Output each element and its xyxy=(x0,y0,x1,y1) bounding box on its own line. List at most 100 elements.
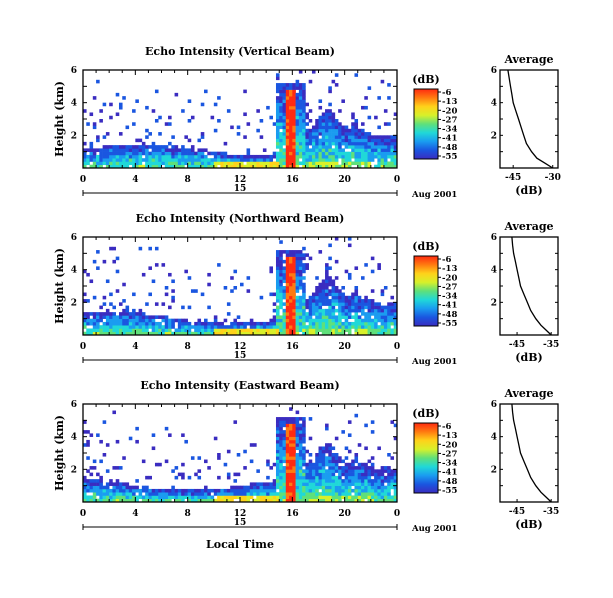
heat-cell xyxy=(86,312,90,316)
heat-cell xyxy=(118,158,123,162)
heat-cell xyxy=(351,122,355,126)
heat-cell xyxy=(168,141,172,146)
heat-cell xyxy=(367,138,372,143)
heat-cell xyxy=(256,109,260,113)
heat-cell xyxy=(122,148,126,152)
heat-cell xyxy=(298,305,303,310)
heat-cell xyxy=(318,132,323,136)
heat-cell xyxy=(279,253,283,257)
heat-cell xyxy=(194,158,198,162)
heat-cell xyxy=(315,305,319,310)
heat-cell xyxy=(282,469,287,473)
heat-cell xyxy=(223,158,228,162)
heat-cell xyxy=(115,148,120,152)
heat-cell xyxy=(334,286,339,290)
heat-cell xyxy=(164,292,169,297)
heat-cell xyxy=(158,331,162,336)
heat-cell xyxy=(118,482,123,486)
heat-cell xyxy=(325,269,329,274)
heat-cell xyxy=(200,132,205,136)
heat-cell xyxy=(361,138,365,143)
heat-cell xyxy=(266,158,270,162)
heat-cell xyxy=(177,325,182,329)
heat-cell xyxy=(292,423,296,428)
heat-cell xyxy=(83,141,87,146)
heat-cell xyxy=(161,325,166,329)
heat-cell xyxy=(289,439,293,444)
heat-cell xyxy=(207,151,211,156)
heat-cell xyxy=(338,485,342,490)
heat-cell xyxy=(383,145,388,149)
heat-cell xyxy=(302,436,306,441)
heat-cell xyxy=(275,331,280,336)
heat-cell xyxy=(354,488,359,493)
heat-cell xyxy=(328,459,332,464)
heat-cell xyxy=(109,325,113,329)
heat-cell xyxy=(321,141,326,146)
average-title: Average xyxy=(503,387,553,400)
heat-cell xyxy=(289,272,293,277)
heat-cell xyxy=(282,439,287,444)
heat-cell xyxy=(148,266,152,270)
average-x-tick-label: -45 xyxy=(509,507,525,517)
heat-cell xyxy=(253,331,257,336)
heat-cell xyxy=(357,135,362,139)
heat-cell xyxy=(125,331,130,336)
heat-cell xyxy=(102,259,107,264)
heat-cell xyxy=(138,164,143,169)
heat-cell xyxy=(364,331,368,336)
heat-cell xyxy=(321,151,326,156)
heat-cell xyxy=(275,279,280,284)
heat-cell xyxy=(200,102,205,107)
heat-cell xyxy=(390,485,395,490)
heat-cell xyxy=(302,420,306,424)
heat-cell xyxy=(354,132,359,136)
heat-cell xyxy=(115,256,120,261)
heat-cell xyxy=(161,492,166,496)
heat-cell xyxy=(292,102,296,107)
heat-cell xyxy=(347,237,352,241)
heat-cell xyxy=(334,125,339,130)
heat-cell xyxy=(298,250,303,254)
heat-cell xyxy=(279,498,283,503)
heat-cell xyxy=(347,308,352,313)
heat-cell xyxy=(367,469,372,473)
heat-cell xyxy=(390,158,395,162)
heat-cell xyxy=(361,132,365,136)
y-tick-label: 2 xyxy=(71,131,77,141)
y-tick-label: 4 xyxy=(71,266,77,276)
heat-cell xyxy=(367,302,372,306)
heat-cell xyxy=(295,141,300,146)
heat-cell xyxy=(318,282,323,287)
heat-cell xyxy=(122,488,126,493)
heat-cell xyxy=(302,83,306,87)
heat-cell xyxy=(112,498,117,503)
heat-cell xyxy=(105,488,110,493)
heat-cell xyxy=(181,498,185,503)
heat-cell xyxy=(184,318,188,323)
heat-cell xyxy=(135,318,139,323)
heat-cell xyxy=(135,151,139,156)
heat-cell xyxy=(292,492,296,496)
heat-cell xyxy=(380,158,385,162)
heat-cell xyxy=(357,145,362,149)
heat-cell xyxy=(364,492,368,496)
heat-cell xyxy=(115,318,120,323)
heat-cell xyxy=(295,308,300,313)
heat-cell xyxy=(125,145,130,149)
heat-cell xyxy=(102,485,107,490)
heat-cell xyxy=(112,312,117,316)
heat-cell xyxy=(122,321,126,326)
heat-cell xyxy=(387,331,391,336)
heat-cell xyxy=(289,292,293,297)
heat-cell xyxy=(325,112,329,117)
heat-cell xyxy=(275,250,280,254)
heat-cell xyxy=(86,318,90,323)
heat-cell xyxy=(334,237,339,241)
heat-cell xyxy=(285,86,290,90)
heat-cell xyxy=(334,276,339,280)
heat-cell xyxy=(86,315,90,319)
heat-cell xyxy=(259,158,264,162)
heat-cell xyxy=(289,488,293,493)
colorbar-tick-label: -6 xyxy=(442,422,452,432)
